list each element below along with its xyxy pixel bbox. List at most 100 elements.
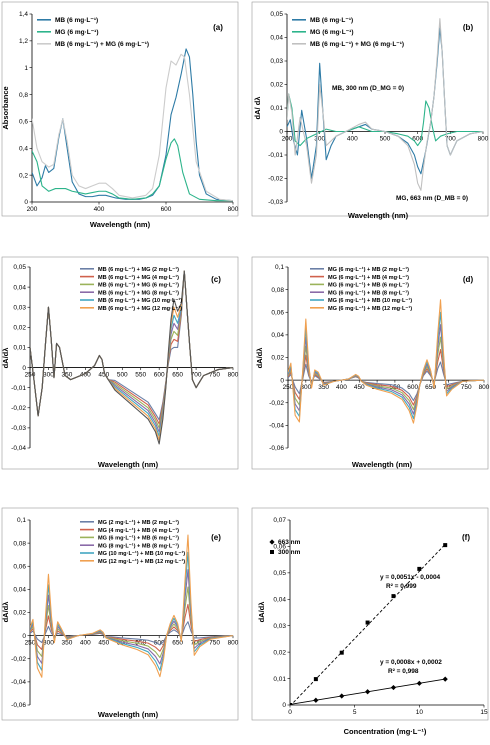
y-tick-label: -0,01	[11, 385, 26, 392]
panel-label: (f)	[462, 533, 470, 542]
x-tick-label: 650	[425, 384, 436, 391]
x-tick-label: 300	[300, 384, 311, 391]
y-tick-label: 0,1	[17, 517, 26, 524]
x-tick-label: 400	[94, 206, 105, 213]
legend-label: MB (6 mg·L⁻¹) + MG (6 mg·L⁻¹)	[98, 282, 179, 289]
data-point	[390, 684, 397, 691]
y-axis-label: dA/dλ	[255, 347, 264, 369]
series-line-7	[30, 270, 233, 445]
plot-area	[288, 299, 484, 424]
y-tick-label: -0,02	[268, 176, 283, 183]
data-point	[339, 650, 344, 655]
y-tick-label: -0,01	[268, 152, 283, 159]
panel-label: (b)	[463, 23, 474, 32]
panel-frame	[1, 256, 239, 470]
panel-frame	[251, 507, 489, 721]
y-tick-label: 1,2	[19, 38, 28, 45]
x-tick-label: 600	[154, 640, 165, 647]
legend: MB (6 mg·L⁻¹) MG (6 mg·L⁻¹) MB (6 mg·L⁻¹) …	[37, 17, 149, 48]
x-tick-label: 450	[98, 640, 109, 647]
y-tick-label: 0,05	[270, 11, 283, 18]
y-tick-label: -0,02	[11, 656, 26, 663]
legend: 663 nm 300 nm	[269, 539, 301, 556]
panel-frame	[251, 256, 489, 470]
data-point	[416, 680, 422, 686]
x-tick-label: 500	[380, 136, 391, 143]
legend-label: MG (6 mg·L⁻¹) + MB (6 mg·L⁻¹)	[98, 535, 179, 542]
y-tick-label: 0,01	[270, 105, 283, 112]
legend-label: MG (6 mg·L⁻¹) + MB (10 mg·L⁻¹)	[328, 297, 412, 304]
x-axis-label: Wavelength (nm)	[98, 460, 159, 469]
data-point	[313, 697, 319, 703]
plot-area	[30, 270, 233, 445]
y-tick-label: 0,03	[273, 623, 286, 630]
y-tick-label: 0,02	[13, 325, 26, 332]
x-axis-label: Wavelength (nm)	[98, 710, 159, 719]
y-tick-label: 0,02	[13, 610, 26, 617]
y-tick-label: 0,04	[270, 35, 283, 42]
x-tick-label: 0	[288, 709, 292, 716]
y-tick-label: -0,03	[11, 425, 26, 432]
y-tick-label: 0,01	[273, 676, 286, 683]
plot-area	[30, 534, 233, 678]
chart-panel-f: 0 0,01 0,02 0,03 0,04 0,05 0,06 0,07 0 5 10 15 Conce…	[251, 507, 489, 736]
y-tick-label: 0	[22, 365, 26, 372]
y-tick-label: 0,03	[13, 304, 26, 311]
legend-label: MB (6 mg·L⁻¹) + MG (6 mg·L⁻¹)	[310, 41, 404, 48]
y-axis-label: dA/ dλ	[253, 96, 262, 120]
data-point	[339, 693, 345, 699]
panel-label: (c)	[211, 275, 221, 284]
chart-panel-b: -0,03 -0,02 -0,01 0 0,01 0,02 0,03 0,04 0,05 200 3…	[251, 1, 489, 220]
data-point	[443, 543, 448, 548]
legend-label: MG (6 mg·L⁻¹) + MB (6 mg·L⁻¹)	[328, 282, 409, 289]
y-tick-label: 0	[279, 129, 283, 136]
equation-300nm: y = 0,0051x - 0,0004	[380, 574, 441, 581]
x-tick-label: 700	[191, 372, 202, 379]
plot-area	[287, 18, 483, 191]
x-tick-label: 400	[80, 640, 91, 647]
y-tick-label: 0,8	[19, 92, 28, 99]
legend-label: MG (6 mg·L⁻¹)	[55, 29, 99, 36]
y-tick-label: -0,03	[268, 199, 283, 206]
legend-label: MG (6 mg·L⁻¹) + MB (2 mg·L⁻¹)	[328, 266, 409, 273]
y-tick-label: 0,06	[13, 563, 26, 570]
y-tick-label: 0,03	[270, 58, 283, 65]
x-tick-label: 650	[172, 640, 183, 647]
legend: MG (2 mg·L⁻¹) + MB (2 mg·L⁻¹)MG (4 mg·L⁻…	[80, 519, 185, 565]
data-point	[442, 676, 448, 682]
data-point	[290, 703, 292, 705]
data-point	[391, 594, 396, 599]
chart-panel-e: -0,06 -0,04 -0,02 0 0,02 0,04 0,06 0,08 0,1 250 30…	[1, 507, 239, 721]
y-axis-label: dA/dλ	[1, 601, 10, 623]
x-axis-label: Concentration (mg·L⁻¹)	[344, 727, 427, 736]
y-tick-label: 0,06	[273, 544, 286, 551]
x-tick-label: 800	[228, 206, 239, 213]
y-tick-label: 0,05	[13, 264, 26, 271]
y-tick-label: 0,07	[273, 517, 286, 524]
data-point	[365, 620, 370, 625]
x-axis-label: Wavelength (nm)	[348, 211, 409, 220]
legend-label: MG (4 mg·L⁻¹) + MB (4 mg·L⁻¹)	[98, 527, 179, 534]
x-tick-label: 450	[354, 384, 365, 391]
panel-label: (a)	[213, 23, 223, 32]
y-tick-label: 0,06	[271, 309, 284, 316]
data-point	[313, 677, 318, 682]
y-tick-label: -0,02	[11, 405, 26, 412]
y-tick-label: 0,05	[273, 570, 286, 577]
y-tick-label: 0,04	[13, 284, 26, 291]
y-tick-label: 0	[282, 702, 286, 709]
y-tick-label: -0,04	[269, 423, 284, 430]
legend-label: 300 nm	[278, 549, 301, 556]
legend-label: MB (6 mg·L⁻¹)	[55, 17, 98, 24]
y-tick-label: 0,02	[271, 355, 284, 362]
y-tick-label: 0	[24, 199, 28, 206]
y-tick-label: 0,1	[275, 264, 284, 271]
x-tick-label: 350	[61, 372, 72, 379]
y-axis-label: Absorbance	[1, 86, 10, 129]
x-tick-label: 800	[479, 384, 490, 391]
legend-label: MB (6 mg·L⁻¹) + MG (6 mg·L⁻¹)	[55, 41, 149, 48]
x-tick-label: 350	[61, 640, 72, 647]
y-tick-label: -0,06	[11, 702, 26, 709]
x-tick-label: 300	[314, 136, 325, 143]
